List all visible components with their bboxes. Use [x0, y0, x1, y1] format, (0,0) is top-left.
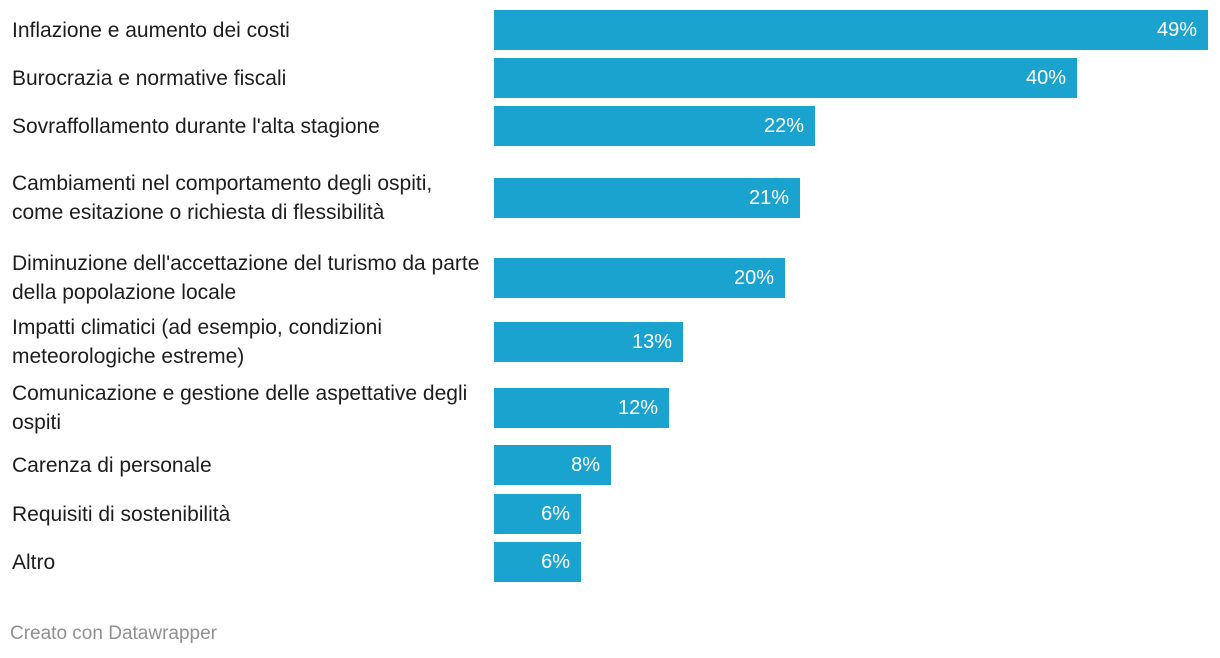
bar: 6%	[494, 494, 581, 534]
category-label: Carenza di personale	[12, 453, 212, 477]
bar-chart: Inflazione e aumento dei costi 49% Burocra…	[12, 10, 1208, 582]
value-label: 20%	[733, 267, 774, 289]
bar: 20%	[494, 258, 785, 298]
value-label: 6%	[541, 503, 570, 525]
category-label: Altro	[12, 550, 56, 574]
category-label: Requisiti di sostenibilità	[12, 502, 231, 526]
category-label: Impatti climatici (ad esempio, condizion…	[12, 316, 382, 368]
category-label: Cambiamenti nel comportamento degli ospi…	[12, 172, 433, 224]
category-label: Comunicazione e gestione delle aspettati…	[12, 382, 468, 434]
bar: 13%	[494, 322, 683, 362]
value-label: 21%	[748, 187, 789, 209]
category-label: Burocrazia e normative fiscali	[12, 66, 287, 90]
bar: 8%	[494, 445, 611, 485]
bar: 6%	[494, 542, 581, 582]
value-label: 13%	[631, 331, 672, 353]
bar: 22%	[494, 106, 815, 146]
bar: 12%	[494, 388, 669, 428]
value-label: 22%	[763, 115, 804, 137]
bar: 49%	[494, 10, 1208, 50]
value-label: 40%	[1025, 67, 1066, 89]
category-label: Inflazione e aumento dei costi	[12, 18, 290, 42]
bar: 21%	[494, 178, 800, 218]
value-label: 8%	[571, 454, 600, 476]
credit-footer: Creato con Datawrapper	[10, 623, 217, 644]
value-label: 12%	[617, 397, 658, 419]
category-label: Diminuzione dell'accettazione del turism…	[12, 252, 480, 304]
value-label: 6%	[541, 551, 570, 573]
value-label: 49%	[1156, 19, 1197, 41]
bar: 40%	[494, 58, 1077, 98]
category-label: Sovraffollamento durante l'alta stagione	[12, 114, 380, 138]
